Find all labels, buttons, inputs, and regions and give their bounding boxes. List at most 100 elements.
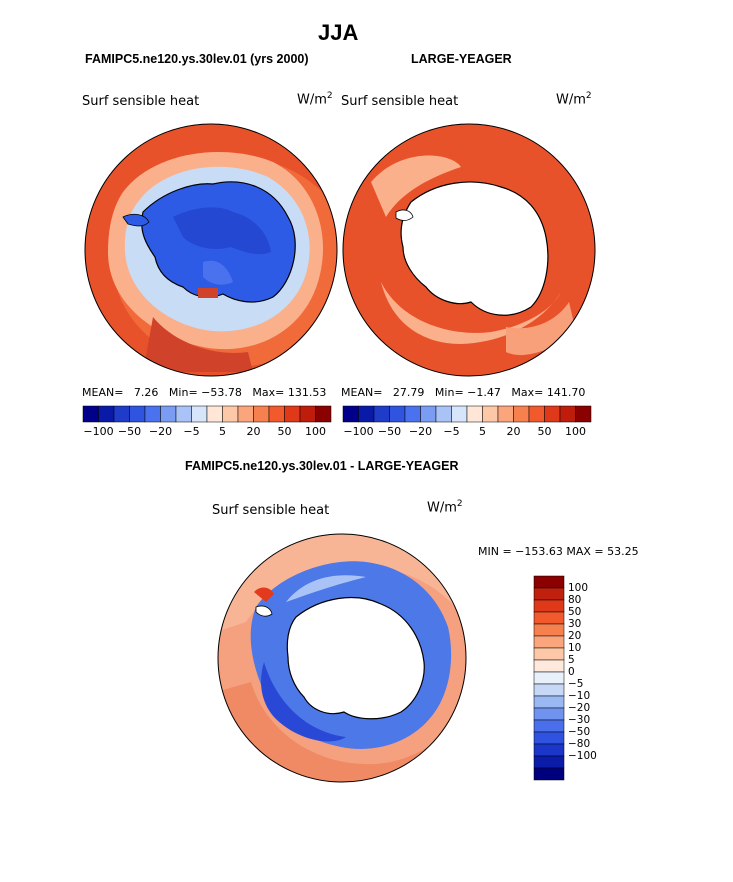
colorbar-swatch (497, 405, 514, 423)
colorbar-tick-label: 5 (219, 425, 226, 438)
colorbar-swatch (544, 405, 561, 423)
diff-vertical-colorbar (533, 575, 565, 781)
colorbar-swatch (533, 575, 565, 589)
colorbar-swatch (404, 405, 421, 423)
colorbar-tick-label: 80 (568, 594, 582, 606)
colorbar-swatch (533, 599, 565, 613)
colorbar-tick-label: 20 (246, 425, 261, 438)
colorbar-tick-label: 100 (568, 582, 589, 594)
colorbar-swatch (466, 405, 483, 423)
colorbar-swatch (435, 405, 452, 423)
right-stats: MEAN= 27.79 Min= −1.47 Max= 141.70 (341, 386, 586, 399)
colorbar-swatch (113, 405, 130, 423)
colorbar-swatch (533, 671, 565, 685)
colorbar-tick-label: 5 (479, 425, 486, 438)
right-horizontal-colorbar (342, 405, 592, 423)
colorbar-swatch (575, 405, 592, 423)
diff-units-label: W/m2 (427, 499, 463, 516)
colorbar-swatch (513, 405, 530, 423)
colorbar-tick-label: −5 (183, 425, 200, 438)
colorbar-swatch (253, 405, 270, 423)
colorbar-tick-label: −30 (568, 714, 591, 726)
colorbar-tick-label: −80 (568, 738, 591, 750)
colorbar-swatch (533, 743, 565, 757)
colorbar-swatch (559, 405, 576, 423)
diff-minmax-label: MIN = −153.63 MAX = 53.25 (478, 545, 639, 558)
colorbar-swatch (222, 405, 239, 423)
colorbar-tick-label: 100 (565, 425, 586, 438)
colorbar-tick-label: 20 (506, 425, 521, 438)
diff-field-label: Surf sensible heat (212, 503, 330, 518)
colorbar-swatch (299, 405, 316, 423)
colorbar-swatch (533, 659, 565, 673)
colorbar-tick-label: 50 (277, 425, 292, 438)
left-colorbar-labels: −100 −50 −20 −5 5 20 50 100 (83, 425, 331, 439)
colorbar-swatch (533, 647, 565, 661)
colorbar-tick-label: −20 (408, 425, 433, 438)
colorbar-swatch (533, 683, 565, 697)
colorbar-swatch (528, 405, 545, 423)
colorbar-tick-label: 100 (305, 425, 326, 438)
right-field-label: Surf sensible heat (341, 94, 459, 109)
right-colorbar-labels: −100 −50 −20 −5 5 20 50 100 (343, 425, 591, 439)
colorbar-swatch (206, 405, 223, 423)
colorbar-swatch (268, 405, 285, 423)
left-units-label: W/m2 (297, 91, 333, 108)
colorbar-swatch (342, 405, 359, 423)
colorbar-swatch (533, 587, 565, 601)
colorbar-tick-label: 20 (568, 630, 582, 642)
diff-panel-title: FAMIPC5.ne120.ys.30lev.01 - LARGE-YEAGER (185, 459, 459, 473)
colorbar-tick-label: −5 (568, 678, 584, 690)
colorbar-tick-label: −20 (148, 425, 173, 438)
colorbar-swatch (160, 405, 177, 423)
colorbar-swatch (420, 405, 437, 423)
colorbar-swatch (315, 405, 332, 423)
colorbar-swatch (533, 719, 565, 733)
colorbar-tick-label: 50 (537, 425, 552, 438)
colorbar-tick-label: −50 (377, 425, 402, 438)
left-stats: MEAN= 7.26 Min= −53.78 Max= 131.53 (82, 386, 327, 399)
colorbar-swatch (373, 405, 390, 423)
colorbar-swatch (482, 405, 499, 423)
colorbar-tick-label: −100 (83, 425, 114, 438)
colorbar-swatch (533, 731, 565, 745)
colorbar-tick-label: −10 (568, 690, 591, 702)
left-field-label: Surf sensible heat (82, 94, 200, 109)
right-panel-title: LARGE-YEAGER (411, 52, 512, 66)
season-title: JJA (318, 20, 359, 45)
left-polar-map (84, 123, 338, 377)
diff-colorbar-labels: 100 80 50 30 20 10 5 0 −5 −10 −20 −30 −50 −80 −100 (568, 576, 608, 780)
colorbar-tick-label: 30 (568, 618, 582, 630)
colorbar-tick-label: −5 (443, 425, 460, 438)
colorbar-swatch (533, 623, 565, 637)
colorbar-swatch (533, 695, 565, 709)
colorbar-swatch (389, 405, 406, 423)
colorbar-swatch (98, 405, 115, 423)
colorbar-swatch (533, 755, 565, 769)
right-units-label: W/m2 (556, 91, 592, 108)
colorbar-swatch (533, 611, 565, 625)
colorbar-swatch (129, 405, 146, 423)
colorbar-tick-label: −20 (568, 702, 591, 714)
right-polar-map (342, 123, 596, 377)
colorbar-tick-label: −50 (117, 425, 142, 438)
colorbar-swatch (82, 405, 99, 423)
colorbar-tick-label: 0 (568, 666, 575, 678)
colorbar-swatch (451, 405, 468, 423)
colorbar-swatch (533, 635, 565, 649)
colorbar-tick-label: −100 (568, 750, 597, 762)
colorbar-swatch (191, 405, 208, 423)
colorbar-swatch (533, 707, 565, 721)
colorbar-swatch (175, 405, 192, 423)
left-horizontal-colorbar (82, 405, 332, 423)
left-panel-title: FAMIPC5.ne120.ys.30lev.01 (yrs 2000) (85, 52, 309, 66)
colorbar-swatch (237, 405, 254, 423)
colorbar-swatch (144, 405, 161, 423)
colorbar-tick-label: −100 (343, 425, 374, 438)
diff-polar-map (217, 533, 467, 783)
colorbar-tick-label: 50 (568, 606, 582, 618)
colorbar-tick-label: 10 (568, 642, 582, 654)
colorbar-tick-label: 5 (568, 654, 575, 666)
colorbar-tick-label: −50 (568, 726, 591, 738)
colorbar-swatch (533, 767, 565, 781)
